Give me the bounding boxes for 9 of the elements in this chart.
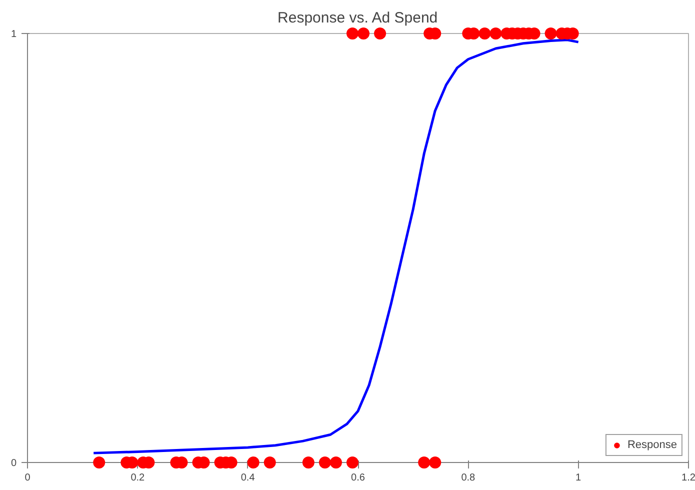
x-tick-label: 1: [576, 472, 582, 484]
x-tick-label: 0.8: [461, 472, 476, 484]
x-tick-label: 0.6: [351, 472, 366, 484]
x-tick-label: 1.2: [682, 472, 695, 484]
x-tick-label: 0.4: [240, 472, 256, 484]
x-tick-label: 0.2: [130, 472, 146, 484]
legend-label: Response: [627, 439, 677, 451]
chart-title: Response vs. Ad Spend: [278, 10, 438, 26]
x-tick-label: 0: [24, 472, 31, 484]
